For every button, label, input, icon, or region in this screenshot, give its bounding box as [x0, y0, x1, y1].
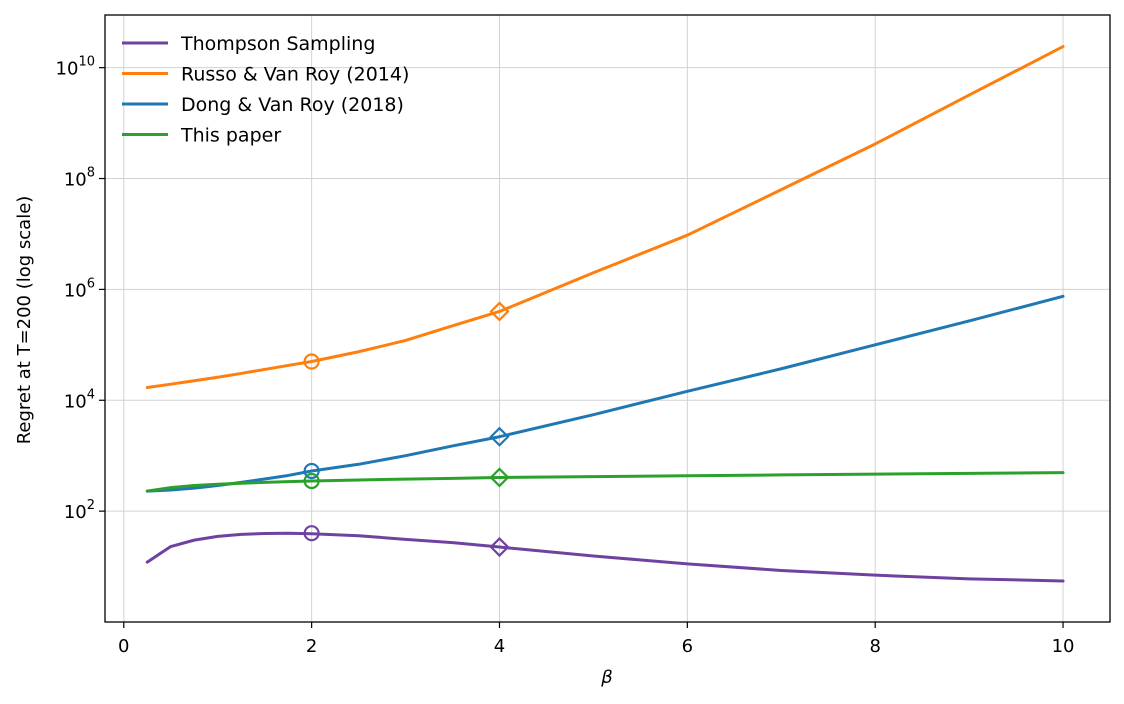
diamond-marker	[489, 301, 510, 322]
diamond-marker	[489, 536, 510, 558]
x-tick-label: 10	[1052, 636, 1075, 657]
y-tick-label: 1010	[56, 55, 95, 80]
series-line-0	[145, 531, 1065, 583]
y-axis-ticks: 102 104 106 108 1010	[56, 55, 105, 523]
y-axis-label: Regret at T=200 (log scale)	[14, 196, 35, 445]
x-axis-label: β	[600, 667, 613, 688]
plot-area-frame	[104, 14, 1111, 623]
y-tick-label: 102	[64, 498, 95, 523]
grid-lines	[105, 15, 1110, 622]
legend-label: This paper	[180, 125, 281, 147]
circle-marker	[303, 472, 320, 490]
diamond-marker	[489, 426, 510, 447]
circle-marker	[303, 462, 320, 480]
circle-marker	[303, 525, 320, 542]
legend-label: Dong & Van Roy (2018)	[181, 94, 404, 116]
series-markers	[303, 301, 510, 558]
x-tick-label: 4	[494, 636, 505, 657]
series-lines	[145, 45, 1065, 583]
circle-marker	[303, 353, 320, 370]
legend-label: Russo & Van Roy (2014)	[181, 64, 409, 86]
diamond-marker	[489, 467, 510, 488]
x-tick-label: 8	[869, 636, 880, 657]
y-tick-label: 106	[64, 276, 95, 301]
x-tick-label: 0	[118, 636, 129, 657]
series-line-2	[145, 294, 1065, 493]
series-line-1	[145, 45, 1065, 389]
y-tick-label: 104	[64, 387, 95, 412]
series-line-3	[145, 471, 1065, 493]
legend: Thompson Sampling Russo & Van Roy (2014) D…	[122, 33, 409, 147]
x-axis-ticks: 0 2 4 6 8 10	[118, 622, 1074, 657]
x-tick-label: 2	[306, 636, 317, 657]
y-tick-label: 108	[64, 166, 95, 191]
x-tick-label: 6	[682, 636, 693, 657]
legend-label: Thompson Sampling	[180, 33, 375, 55]
